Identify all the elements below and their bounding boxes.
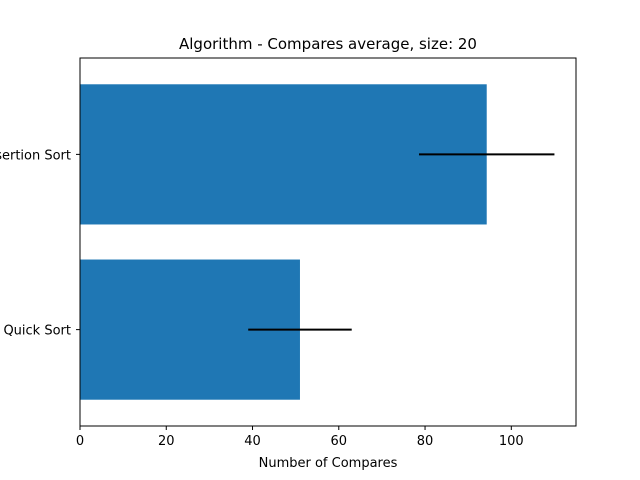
- x-axis: 0 20 40 60 80 100: [76, 426, 524, 449]
- bars-layer: [80, 84, 487, 400]
- x-tick-label: 60: [331, 434, 348, 449]
- y-axis: Quick Sort Insertion Sort: [0, 148, 80, 339]
- chart-title: Algorithm - Compares average, size: 20: [179, 35, 477, 53]
- x-tick-label: 100: [499, 434, 524, 449]
- x-axis-label: Number of Compares: [259, 456, 398, 471]
- x-tick-label: 20: [158, 434, 175, 449]
- plot-frame: [79, 57, 577, 427]
- x-tick-label: 80: [417, 434, 434, 449]
- x-tick-label: 0: [76, 434, 84, 449]
- bar-insertion-sort: [80, 84, 487, 225]
- y-tick-label: Quick Sort: [3, 324, 71, 339]
- y-tick-label: Insertion Sort: [0, 148, 71, 163]
- x-tick-label: 40: [244, 434, 261, 449]
- error-bars-layer: [248, 153, 555, 331]
